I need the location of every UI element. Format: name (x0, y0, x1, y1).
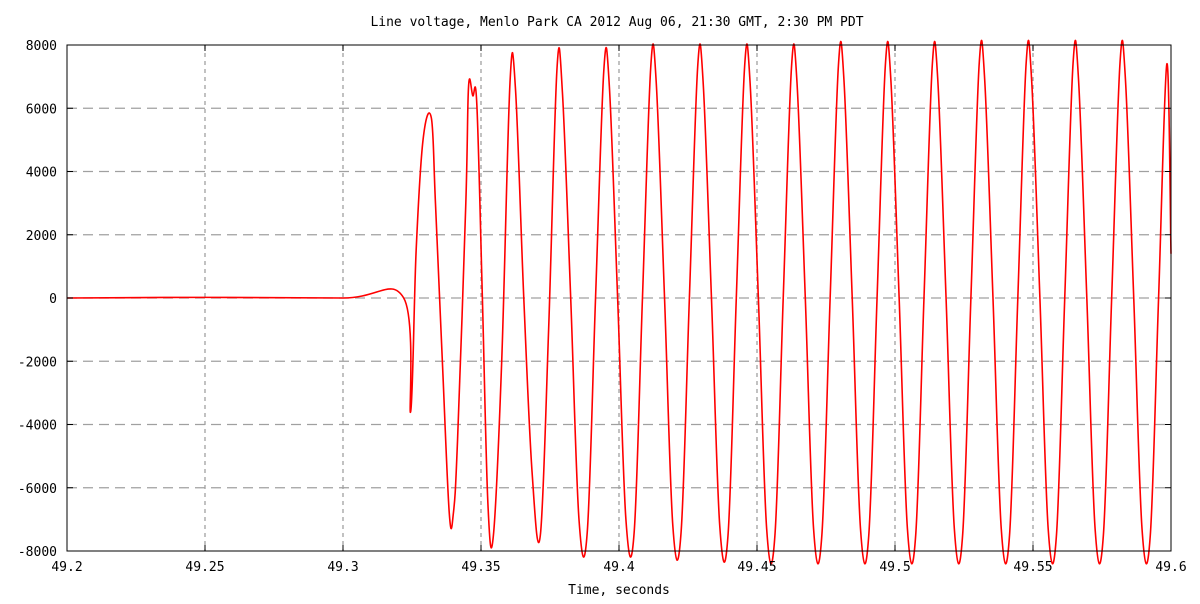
y-tick-label: 2000 (26, 229, 57, 244)
y-tick-label: -2000 (18, 355, 57, 370)
x-tick-label: 49.4 (603, 560, 634, 575)
x-tick-label: 49.2 (51, 560, 82, 575)
x-axis-label: Time, seconds (568, 583, 670, 598)
y-tick-label: 8000 (26, 39, 57, 54)
y-tick-label: 4000 (26, 166, 57, 181)
x-axis-tick-labels: 49.2 49.25 49.3 49.35 49.4 49.45 49.5 49.55 49.6 (51, 560, 1186, 575)
x-tick-label: 49.35 (461, 560, 500, 575)
x-tick-label: 49.55 (1013, 560, 1052, 575)
x-tick-label: 49.3 (327, 560, 358, 575)
x-tick-label: 49.5 (879, 560, 910, 575)
y-axis-tick-labels: -8000 -6000 -4000 -2000 0 2000 4000 6000 8000 (18, 39, 57, 560)
axis-ticks (66, 44, 1172, 552)
y-tick-label: -4000 (18, 419, 57, 434)
x-tick-label: 49.6 (1155, 560, 1186, 575)
x-tick-label: 49.25 (185, 560, 224, 575)
series-line-0 (66, 39, 1172, 565)
x-tick-label: 49.45 (737, 560, 776, 575)
y-tick-label: -8000 (18, 545, 57, 560)
chart-title: Line voltage, Menlo Park CA 2012 Aug 06,… (370, 15, 863, 30)
y-tick-label: -6000 (18, 482, 57, 497)
y-tick-label: 6000 (26, 102, 57, 117)
y-tick-label: 0 (49, 292, 57, 307)
data-series-layer (66, 39, 1172, 565)
